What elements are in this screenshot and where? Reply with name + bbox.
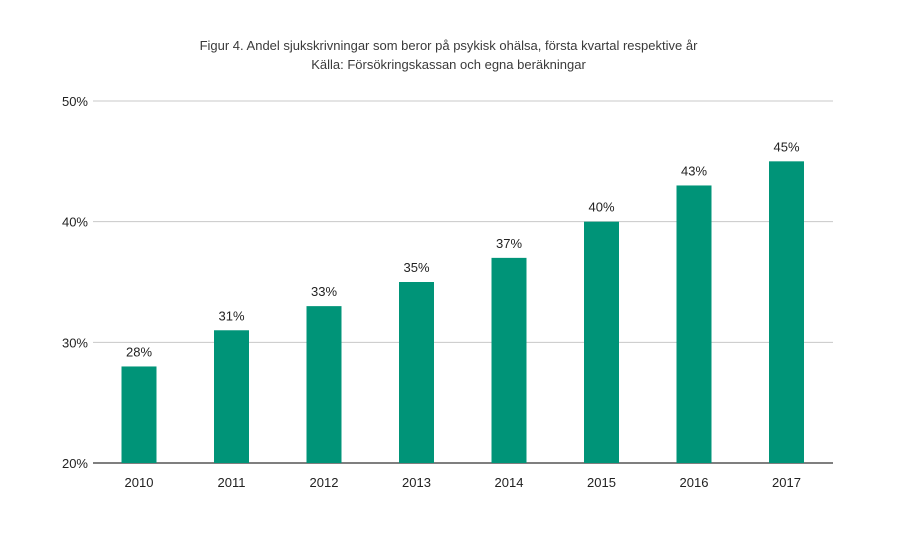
data-label-2011: 31% [218,308,244,323]
gridlines [93,100,833,464]
y-axis-tick-labels: 20% 30% 40% 50% [62,94,88,471]
x-tick-label-2016: 2016 [680,475,709,490]
data-label-2015: 40% [588,200,614,215]
data-label-2010: 28% [126,344,152,359]
x-tick-label-2014: 2014 [495,475,524,490]
data-label-2013: 35% [403,260,429,275]
x-tick-label-2015: 2015 [587,475,616,490]
data-labels: 28% 31% 33% 35% 37% 40% 43% 45% [126,139,800,359]
chart-subtitle: Källa: Försökringskassan och egna beräkn… [311,57,586,72]
data-label-2014: 37% [496,236,522,251]
bar-2012 [306,306,342,463]
bar-2013 [399,282,434,463]
x-tick-label-2013: 2013 [402,475,431,490]
y-tick-label: 50% [62,94,88,109]
data-label-2012: 33% [311,284,337,299]
bar-2011 [214,330,249,463]
x-tick-label-2017: 2017 [772,475,801,490]
x-tick-label-2010: 2010 [125,475,154,490]
bar-2010 [121,366,157,463]
chart-title-block: Figur 4. Andel sjukskrivningar som beror… [0,36,897,74]
bar-2014 [491,257,527,463]
bar-2017 [769,161,804,464]
x-axis-tick-labels: 2010 2011 2012 2013 2014 2015 2016 2017 [125,475,801,490]
data-label-2017: 45% [773,139,799,154]
y-tick-label: 20% [62,456,88,471]
data-label-2016: 43% [681,163,707,178]
x-tick-label-2012: 2012 [310,475,339,490]
bar-2015 [584,221,619,463]
y-tick-label: 30% [62,335,88,350]
bars [121,161,804,464]
bar-2016 [676,185,712,463]
chart-title: Figur 4. Andel sjukskrivningar som beror… [199,38,698,53]
y-tick-label: 40% [62,215,88,230]
x-tick-label-2011: 2011 [218,475,246,490]
